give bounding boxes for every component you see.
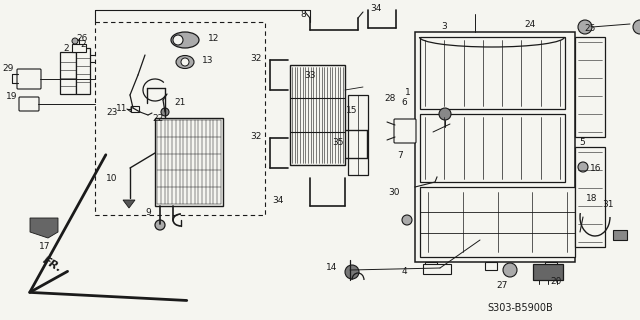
Circle shape bbox=[578, 20, 592, 34]
Text: 27: 27 bbox=[496, 282, 508, 291]
Text: 32: 32 bbox=[250, 132, 262, 140]
Bar bbox=[420, 37, 565, 109]
Text: 23: 23 bbox=[106, 108, 118, 116]
Text: 35: 35 bbox=[332, 138, 344, 147]
FancyArrowPatch shape bbox=[29, 155, 187, 300]
Bar bbox=[575, 37, 605, 137]
FancyBboxPatch shape bbox=[394, 119, 416, 143]
Circle shape bbox=[72, 38, 78, 44]
Text: 9: 9 bbox=[145, 207, 151, 217]
Text: 5: 5 bbox=[579, 138, 585, 147]
Text: 2: 2 bbox=[80, 39, 86, 49]
Bar bbox=[60, 52, 76, 94]
Circle shape bbox=[633, 20, 640, 34]
Circle shape bbox=[181, 58, 189, 66]
Polygon shape bbox=[30, 218, 58, 238]
Bar bbox=[545, 262, 557, 270]
Text: 30: 30 bbox=[388, 188, 400, 196]
Text: 14: 14 bbox=[326, 263, 338, 273]
Polygon shape bbox=[123, 200, 135, 208]
Text: 26: 26 bbox=[76, 34, 88, 43]
Text: 29: 29 bbox=[3, 63, 13, 73]
Text: 10: 10 bbox=[106, 173, 118, 182]
Bar bbox=[485, 262, 497, 270]
Bar bbox=[415, 32, 575, 262]
Ellipse shape bbox=[171, 32, 199, 48]
Text: S303-B5900B: S303-B5900B bbox=[487, 303, 553, 313]
Text: 33: 33 bbox=[304, 70, 316, 79]
Text: 17: 17 bbox=[39, 242, 51, 251]
Text: 13: 13 bbox=[202, 55, 214, 65]
Circle shape bbox=[578, 162, 588, 172]
Text: 28: 28 bbox=[384, 93, 396, 102]
Bar bbox=[72, 44, 86, 52]
Text: 32: 32 bbox=[250, 53, 262, 62]
Text: 21: 21 bbox=[174, 98, 186, 107]
Text: 8: 8 bbox=[300, 10, 306, 19]
Text: FR.: FR. bbox=[40, 255, 63, 275]
Text: 31: 31 bbox=[602, 199, 614, 209]
Bar bbox=[425, 262, 437, 270]
Bar bbox=[76, 48, 90, 94]
Text: 22: 22 bbox=[152, 114, 164, 123]
Text: 3: 3 bbox=[441, 21, 447, 30]
Text: 4: 4 bbox=[401, 268, 407, 276]
Text: 34: 34 bbox=[371, 4, 381, 12]
Circle shape bbox=[402, 215, 412, 225]
Bar bbox=[155, 118, 223, 206]
Circle shape bbox=[161, 108, 169, 116]
Circle shape bbox=[439, 108, 451, 120]
Text: 16: 16 bbox=[590, 164, 602, 172]
Text: 15: 15 bbox=[346, 106, 358, 115]
Text: 25: 25 bbox=[584, 23, 596, 33]
Bar bbox=[348, 95, 368, 175]
Text: 24: 24 bbox=[524, 20, 536, 28]
Text: 18: 18 bbox=[586, 194, 598, 203]
Text: 7: 7 bbox=[397, 150, 403, 159]
Bar bbox=[533, 264, 563, 280]
Bar bbox=[131, 106, 139, 112]
Circle shape bbox=[503, 263, 517, 277]
Text: 12: 12 bbox=[208, 34, 220, 43]
Text: 11: 11 bbox=[116, 103, 128, 113]
Text: 6: 6 bbox=[401, 98, 407, 107]
Text: 19: 19 bbox=[6, 92, 18, 100]
FancyBboxPatch shape bbox=[19, 97, 39, 111]
Text: 1: 1 bbox=[405, 87, 411, 97]
Bar bbox=[423, 264, 451, 274]
Text: 20: 20 bbox=[550, 277, 562, 286]
Bar bbox=[290, 65, 345, 165]
Bar bbox=[420, 187, 575, 257]
Bar bbox=[613, 230, 627, 240]
Text: 34: 34 bbox=[272, 196, 284, 204]
Text: 2: 2 bbox=[63, 44, 69, 52]
Circle shape bbox=[173, 35, 183, 45]
Bar bbox=[420, 114, 565, 182]
FancyBboxPatch shape bbox=[17, 69, 41, 89]
Circle shape bbox=[345, 265, 359, 279]
Ellipse shape bbox=[176, 55, 194, 68]
Bar bbox=[575, 147, 605, 247]
Circle shape bbox=[155, 220, 165, 230]
Bar bbox=[95, 22, 265, 215]
